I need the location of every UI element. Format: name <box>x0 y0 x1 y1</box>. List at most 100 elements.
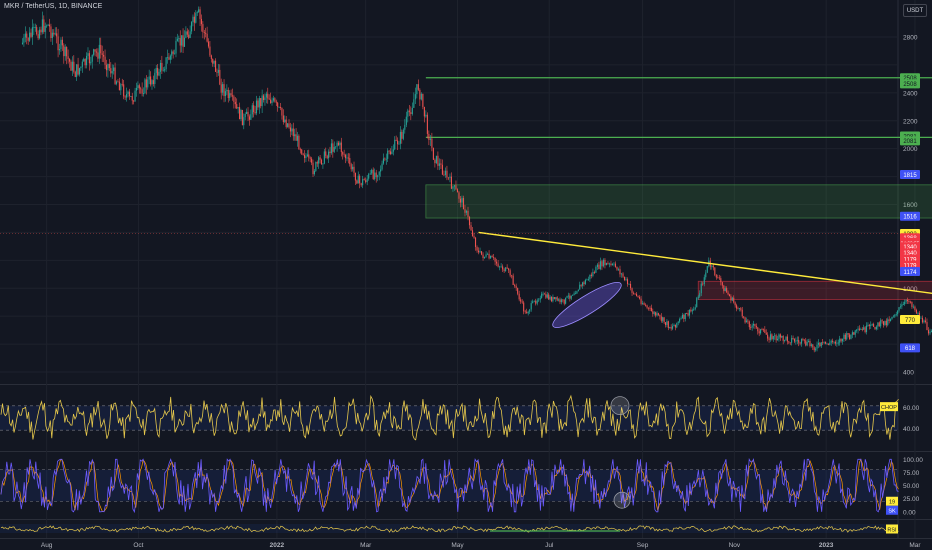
candle-body <box>740 308 742 310</box>
candle-body <box>389 151 392 155</box>
candle-body <box>278 106 280 108</box>
candle-body <box>830 340 832 343</box>
stoch-highlight-circle <box>613 491 631 509</box>
candle-body <box>514 285 516 286</box>
candle-body <box>703 277 705 285</box>
candle-body <box>311 158 313 163</box>
candle-body <box>827 343 829 345</box>
candle-body <box>841 338 844 342</box>
candle-body <box>563 299 565 304</box>
candle-body <box>24 33 26 38</box>
candle-body <box>806 341 808 346</box>
candle-body <box>23 37 25 43</box>
candle-body <box>295 134 297 141</box>
candle-body <box>182 35 184 47</box>
candle-body <box>559 299 561 303</box>
candle-body <box>124 96 126 98</box>
candle-body <box>521 301 523 303</box>
candle-body <box>750 327 752 328</box>
candle-body <box>37 34 39 39</box>
candle-body <box>625 279 627 281</box>
candle-body <box>666 321 668 325</box>
stoch-tag <box>886 496 898 506</box>
candle-body <box>923 320 925 323</box>
candle-body <box>863 327 865 330</box>
candle-body <box>772 336 774 340</box>
price-tag-label: 1516 <box>903 215 917 221</box>
candle-body <box>47 24 49 26</box>
stoch-k-line <box>0 457 899 514</box>
candle-body <box>48 24 51 27</box>
candle-body <box>181 35 183 46</box>
candle-body <box>462 198 465 210</box>
candle-body <box>111 71 113 74</box>
candle-body <box>250 114 252 120</box>
candle-body <box>34 27 36 28</box>
stoch-tag <box>886 505 898 515</box>
candle-body <box>287 123 289 127</box>
candle-body <box>461 198 463 203</box>
candle-body <box>272 98 274 101</box>
candle-body <box>491 255 493 258</box>
candle-body <box>745 320 748 323</box>
candle-body <box>741 309 743 317</box>
candle-body <box>21 42 24 44</box>
candle-body <box>505 267 507 272</box>
candle-body <box>189 31 191 38</box>
price-tag <box>900 267 920 276</box>
candle-body <box>467 210 469 217</box>
candle-body <box>83 58 85 62</box>
candle-body <box>533 300 535 302</box>
candle-body <box>33 27 35 28</box>
candle-body <box>289 127 291 132</box>
candle-body <box>339 142 341 146</box>
candle-body <box>66 47 68 57</box>
candle-body <box>281 107 283 116</box>
candle-body <box>128 91 130 97</box>
candle-body <box>458 192 460 199</box>
candle-body <box>781 335 783 338</box>
candle-body <box>930 331 932 332</box>
candle-body <box>104 56 106 65</box>
candle-body <box>762 329 764 331</box>
stoch-tag-label: SK <box>888 509 896 515</box>
candle-body <box>598 264 600 270</box>
quote-currency-button[interactable]: USDT <box>903 4 927 17</box>
candle-body <box>77 64 79 75</box>
candle-body <box>614 263 617 267</box>
candle-body <box>755 326 757 328</box>
candle-body <box>40 29 42 33</box>
candle-body <box>676 323 678 328</box>
candle-body <box>292 128 294 137</box>
candle-body <box>858 328 861 330</box>
stoch-axis-label: 25.00 <box>903 496 920 503</box>
candle-body <box>231 95 234 97</box>
candle-body <box>902 304 904 306</box>
candle-body <box>837 342 839 344</box>
candle-body <box>784 339 786 341</box>
candle-body <box>791 338 793 343</box>
candle-body <box>728 294 731 297</box>
candle-body <box>915 309 917 314</box>
candle-body <box>518 293 520 300</box>
candle-body <box>354 172 356 181</box>
candle-body <box>145 79 147 88</box>
candle-body <box>765 332 767 335</box>
candle-body <box>205 32 207 34</box>
candle-body <box>150 76 152 85</box>
candle-body <box>726 288 728 293</box>
candle-body <box>623 276 626 280</box>
candle-body <box>490 255 492 259</box>
candle-body <box>508 268 510 271</box>
candle-body <box>410 112 412 115</box>
candle-body <box>277 102 279 108</box>
candle-body <box>279 106 282 108</box>
candle-body <box>642 303 644 304</box>
candle-body <box>539 297 541 300</box>
candle-body <box>670 327 672 329</box>
candle-body <box>411 107 413 115</box>
candle-body <box>299 149 301 151</box>
candle-body <box>315 162 317 171</box>
candle-body <box>577 289 579 292</box>
